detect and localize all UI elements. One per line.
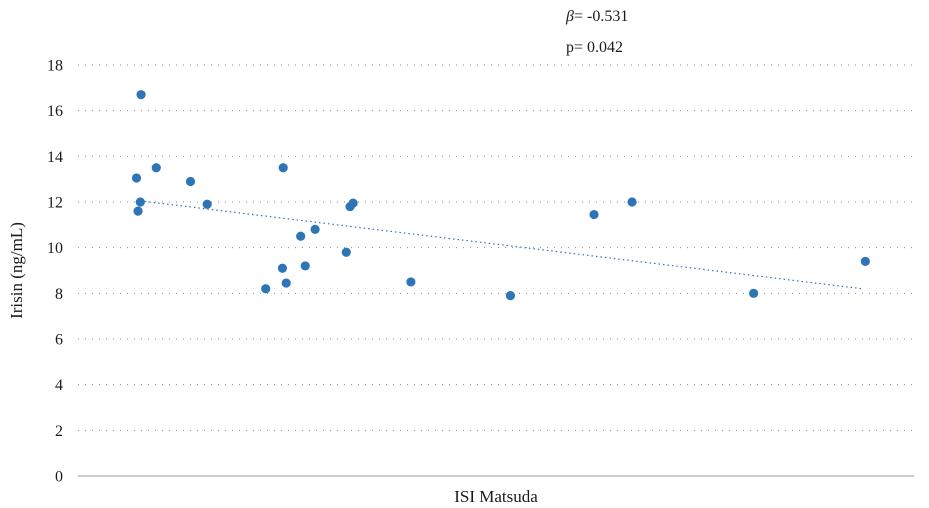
y-tick-label: 8: [55, 286, 63, 303]
data-point: [281, 278, 291, 288]
data-point: [151, 163, 161, 173]
y-tick-label: 4: [55, 377, 63, 394]
data-point: [589, 209, 599, 220]
x-axis-title: ISI Matsuda: [454, 487, 538, 506]
beta-annotation: β= -0.531: [565, 8, 628, 25]
data-point: [133, 206, 143, 216]
y-tick-label: 2: [55, 423, 63, 440]
data-point: [300, 261, 310, 271]
beta-symbol: β: [565, 8, 574, 25]
y-tick-label: 16: [47, 103, 63, 120]
data-point: [627, 197, 637, 207]
p-value-annotation: p= 0.042: [566, 39, 623, 56]
trendline: [140, 200, 863, 290]
y-tick-label: 18: [47, 58, 63, 75]
beta-value: = -0.531: [574, 8, 628, 25]
data-points: [131, 90, 870, 301]
data-point: [406, 277, 416, 287]
y-tick-label: 14: [47, 149, 63, 166]
y-tick-label: 12: [47, 195, 63, 212]
y-tick-label: 10: [47, 240, 63, 257]
y-axis-title: Irisin (ng/mL): [7, 222, 26, 319]
y-tick-label: 6: [55, 332, 63, 349]
data-point: [135, 197, 145, 207]
y-axis-ticks: 0 2 4 6 8 10 12 14 16 18: [47, 58, 63, 486]
data-point: [749, 288, 759, 298]
data-point: [136, 90, 146, 100]
data-point: [348, 198, 358, 208]
data-point: [131, 173, 142, 183]
data-point: [296, 231, 306, 241]
gridlines: [78, 64, 914, 431]
data-point: [185, 176, 196, 187]
data-point: [505, 291, 516, 301]
data-point: [202, 199, 212, 209]
data-point: [277, 263, 288, 273]
y-tick-label: 0: [55, 469, 63, 486]
data-point: [278, 163, 288, 173]
data-point: [341, 247, 351, 257]
data-point: [860, 256, 870, 266]
data-point: [310, 224, 320, 234]
data-point: [261, 284, 271, 294]
